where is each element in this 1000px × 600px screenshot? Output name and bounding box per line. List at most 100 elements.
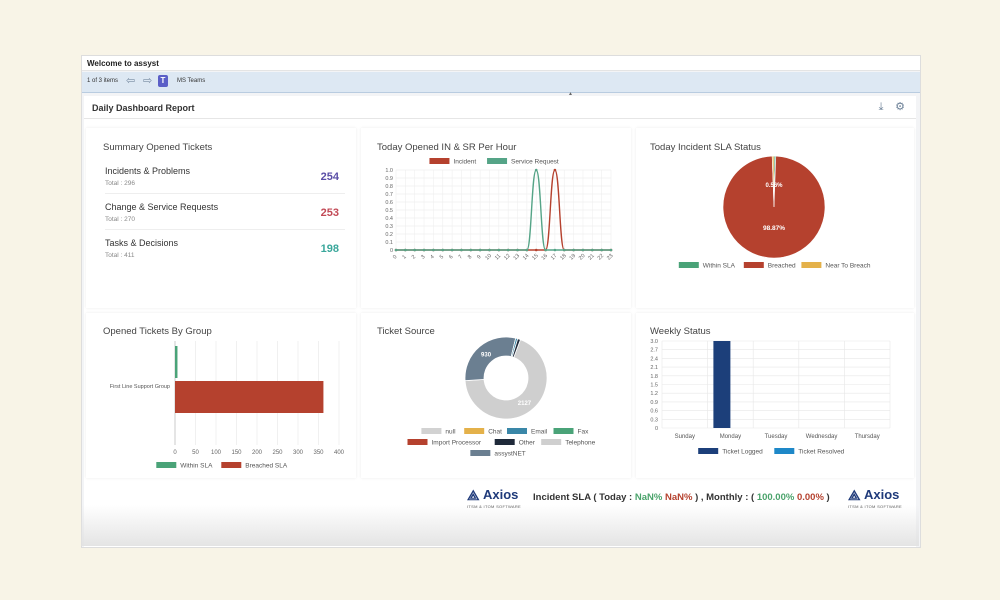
weekly-y-tick: 1.8 xyxy=(650,374,658,380)
hourly-y-tick: 0.4 xyxy=(385,216,393,222)
hourly-legend-label: Service Request xyxy=(511,159,559,166)
sla-pie-slice xyxy=(771,156,775,208)
item-count: 1 of 3 items xyxy=(87,78,119,84)
hourly-chart-panel: Today Opened IN & SR Per Hour Incident Se… xyxy=(361,128,631,308)
hourly-x-tick: 5 xyxy=(439,254,445,260)
weekly-category-label: Tuesday xyxy=(765,434,788,440)
group-chart-panel: Opened Tickets By Group 0 50 100 150 200 250 3… xyxy=(86,313,356,478)
hourly-y-tick: 0.6 xyxy=(385,200,393,206)
weekly-status-panel: Weekly Status 0 0.3 0.6 0.9 1.2 1.5 1.8 2.1 2.4 2… xyxy=(636,313,914,478)
summary-divider xyxy=(105,193,345,194)
hourly-x-tick: 21 xyxy=(587,253,596,262)
summary-item-value[interactable]: 254 xyxy=(320,171,339,183)
summary-item-name[interactable]: Tasks & Decisions xyxy=(105,238,179,248)
hourly-x-tick: 23 xyxy=(606,253,615,262)
hourly-y-tick: 0.3 xyxy=(385,224,393,230)
weekly-y-tick: 0.6 xyxy=(650,409,658,415)
group-x-tick: 50 xyxy=(192,450,199,456)
weekly-y-tick: 0.9 xyxy=(650,400,658,406)
summary-item-total: Total : 270 xyxy=(105,216,135,223)
previous-arrow-icon[interactable]: ⇦ xyxy=(126,75,136,87)
sla-legend-label: Near To Breach xyxy=(825,263,870,270)
ms-teams-label[interactable]: MS Teams xyxy=(177,78,206,84)
hourly-data-point xyxy=(600,248,603,252)
summary-item-value[interactable]: 198 xyxy=(320,243,339,255)
sla-mid: ) , Monthly : ( xyxy=(695,492,755,503)
hourly-data-point xyxy=(441,248,445,252)
weekly-legend-swatch xyxy=(774,448,795,454)
hourly-line-chart: Incident Service Request 0 0.1 0.2 0.3 0.4 0.5 0… xyxy=(385,158,615,262)
hourly-x-tick: 8 xyxy=(467,254,473,260)
settings-gear-icon[interactable]: ⚙ xyxy=(895,101,905,113)
axios-logo-left: ⟁ Axios ITSM & ITOM SOFTWARE xyxy=(467,487,521,513)
logo-subtitle: ITSM & ITOM SOFTWARE xyxy=(848,504,902,509)
source-legend-swatch xyxy=(507,428,527,434)
axios-logo-right: ⟁ Axios ITSM & ITOM SOFTWARE xyxy=(848,487,902,513)
next-arrow-icon[interactable]: ⇨ xyxy=(143,75,153,87)
summary-item-total: Total : 296 xyxy=(105,180,135,187)
ms-teams-icon[interactable]: T xyxy=(158,75,168,87)
summary-item-value[interactable]: 253 xyxy=(320,207,339,219)
hourly-data-point xyxy=(488,248,491,252)
hourly-y-tick: 0 xyxy=(390,248,393,254)
hourly-data-point xyxy=(450,248,454,252)
hourly-x-tick: 16 xyxy=(541,253,550,262)
weekly-bar-chart: 0 0.3 0.6 0.9 1.2 1.5 1.8 2.1 2.4 2.7 3.0 Sunday Mon… xyxy=(650,339,891,456)
hourly-y-tick: 0.2 xyxy=(385,232,393,238)
group-chart-title: Opened Tickets By Group xyxy=(103,326,212,337)
sla-status-panel: Today Incident SLA Status 0.56% 98.87% Wit… xyxy=(636,128,914,308)
summary-panel: Summary Opened Tickets Incidents & Probl… xyxy=(86,128,356,308)
incident-sla-summary: Incident SLA ( Today : NaN% NaN% ) , Mon… xyxy=(533,492,830,503)
hourly-y-tick: 0.9 xyxy=(385,176,393,182)
group-x-tick: 250 xyxy=(272,450,283,456)
logo-name: Axios xyxy=(483,487,519,502)
group-x-tick: 100 xyxy=(211,450,222,456)
hourly-legend-label: Incident xyxy=(453,159,476,166)
hourly-y-tick: 0.8 xyxy=(385,184,393,190)
collapse-caret-icon[interactable]: ▲ xyxy=(568,91,573,97)
ticket-source-donut-chart: 2127 930 null Chat Email Fax Import Processor O… xyxy=(407,337,596,458)
dashboard-title: Daily Dashboard Report xyxy=(92,103,195,113)
source-legend-label: Telephone xyxy=(565,440,595,447)
weekly-y-tick: 2.1 xyxy=(650,365,658,371)
hourly-x-tick: 2 xyxy=(411,254,417,260)
hourly-data-point xyxy=(432,248,435,252)
hourly-x-tick: 3 xyxy=(420,254,426,260)
hourly-x-tick: 6 xyxy=(448,254,454,260)
source-legend-swatch xyxy=(464,428,485,434)
hourly-y-tick: 1.0 xyxy=(385,168,393,174)
item-navigation-bar: 1 of 3 items ⇦ ⇨ T MS Teams ▲ xyxy=(82,72,920,97)
weekly-bar xyxy=(713,341,731,428)
source-legend-swatch xyxy=(421,428,442,434)
hourly-x-tick: 22 xyxy=(597,253,606,262)
source-donut-slice xyxy=(464,337,517,382)
hourly-data-point xyxy=(534,248,538,252)
group-category-label: First Line Support Group xyxy=(110,384,170,390)
hourly-data-point xyxy=(581,248,585,252)
source-legend-label: Fax xyxy=(578,429,590,436)
source-legend-swatch xyxy=(470,450,491,456)
axios-logo-icon: ⟁ xyxy=(467,487,480,503)
hourly-legend-swatch xyxy=(487,158,508,164)
hourly-x-tick: 12 xyxy=(503,253,512,262)
weekly-legend-swatch xyxy=(698,448,719,454)
source-slice-label: 930 xyxy=(481,352,492,358)
logo-subtitle: ITSM & ITOM SOFTWARE xyxy=(467,504,521,509)
hourly-data-point xyxy=(497,248,501,252)
group-legend-swatch xyxy=(221,462,242,468)
hourly-x-tick: 15 xyxy=(531,253,540,262)
weekly-y-tick: 3.0 xyxy=(650,339,658,345)
download-icon[interactable]: ⤓ xyxy=(878,101,884,113)
hourly-data-point xyxy=(591,248,594,252)
group-legend-swatch xyxy=(156,462,177,468)
summary-title: Summary Opened Tickets xyxy=(103,142,213,153)
summary-item-name[interactable]: Incidents & Problems xyxy=(105,166,191,176)
hourly-x-tick: 10 xyxy=(484,253,493,262)
hourly-data-point xyxy=(506,248,510,252)
source-legend-label: Chat xyxy=(488,429,502,436)
summary-item-name[interactable]: Change & Service Requests xyxy=(105,202,219,212)
summary-item-total: Total : 411 xyxy=(105,252,135,259)
hourly-data-point xyxy=(478,248,482,252)
source-legend-label: assystNET xyxy=(494,451,525,458)
ticket-source-title: Ticket Source xyxy=(377,326,435,337)
